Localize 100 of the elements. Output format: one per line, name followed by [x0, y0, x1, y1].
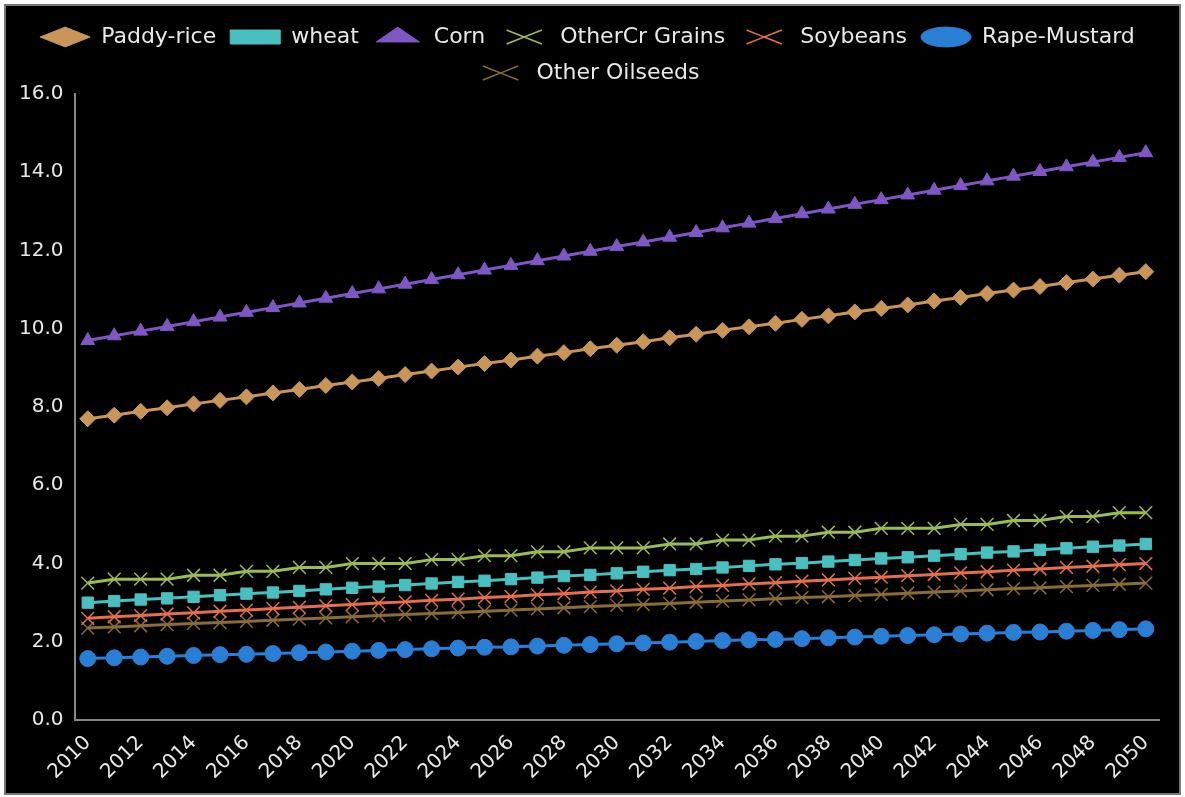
point [1111, 148, 1127, 162]
point [265, 299, 281, 313]
y-tick-label: 12.0 [19, 236, 64, 261]
point [768, 575, 783, 590]
point [79, 650, 97, 668]
point [450, 605, 466, 620]
point [346, 581, 359, 594]
point [399, 578, 412, 592]
point [819, 307, 837, 325]
point [1110, 266, 1128, 284]
point [372, 580, 385, 593]
point [318, 289, 334, 303]
point [741, 592, 757, 608]
point [872, 299, 890, 317]
point [239, 303, 254, 317]
point [768, 529, 783, 544]
y-tick-label: 0.0 [31, 706, 64, 731]
point [425, 577, 438, 590]
point [159, 317, 175, 331]
point [953, 517, 968, 532]
point [424, 270, 440, 284]
y-tick-label: 8.0 [31, 393, 64, 418]
point [503, 548, 519, 563]
point [133, 618, 148, 633]
point [396, 366, 414, 384]
point [290, 380, 308, 398]
point [80, 620, 95, 636]
point [900, 521, 915, 536]
point [264, 384, 282, 402]
point [344, 285, 360, 299]
point [449, 358, 467, 376]
point [1110, 621, 1128, 639]
point [795, 556, 809, 570]
point [107, 572, 122, 587]
point [820, 200, 836, 214]
point [821, 572, 836, 588]
point [1138, 556, 1153, 571]
point [978, 624, 996, 642]
point [502, 351, 520, 369]
point [264, 645, 282, 663]
legend-label: Rape-Mustard [982, 22, 1135, 48]
point [954, 547, 967, 561]
point [609, 238, 625, 252]
point [583, 540, 598, 555]
point [159, 606, 175, 622]
point [794, 590, 810, 605]
point [848, 553, 861, 567]
point [582, 242, 598, 256]
point [847, 571, 862, 586]
point [477, 604, 492, 619]
point [186, 616, 201, 631]
point [187, 590, 200, 603]
point [688, 224, 704, 238]
point [874, 521, 889, 536]
point [1139, 537, 1152, 551]
point [317, 377, 335, 394]
y-tick-label: 14.0 [19, 158, 64, 183]
point [1005, 623, 1023, 641]
point [503, 256, 519, 270]
point [132, 402, 150, 420]
legend-label: OtherCr Grains [560, 22, 726, 48]
point [1137, 263, 1155, 281]
point [901, 551, 914, 564]
point [979, 582, 995, 597]
point [980, 546, 994, 559]
point [424, 606, 439, 621]
point [265, 601, 281, 616]
point [371, 608, 386, 623]
point [634, 634, 652, 652]
point [503, 589, 519, 604]
point [370, 369, 388, 387]
point [318, 598, 333, 613]
point [714, 632, 732, 650]
point [133, 572, 148, 587]
point [397, 275, 413, 289]
point [1032, 561, 1048, 577]
point [556, 600, 571, 615]
point [689, 536, 704, 552]
point [423, 640, 441, 658]
point [979, 517, 995, 532]
point [900, 568, 915, 583]
y-tick-label: 16.0 [19, 80, 64, 105]
point [872, 627, 890, 645]
point [1113, 539, 1126, 552]
point [291, 294, 307, 308]
point [396, 641, 414, 659]
point [584, 568, 597, 582]
point [847, 588, 862, 603]
point [953, 565, 968, 581]
point [292, 560, 307, 575]
point [211, 391, 229, 409]
point [766, 630, 784, 648]
point [370, 641, 388, 659]
point [928, 549, 941, 562]
point [899, 627, 917, 645]
point [819, 629, 837, 647]
point [450, 592, 466, 607]
point [239, 564, 254, 579]
point [555, 636, 573, 654]
point [822, 555, 835, 568]
